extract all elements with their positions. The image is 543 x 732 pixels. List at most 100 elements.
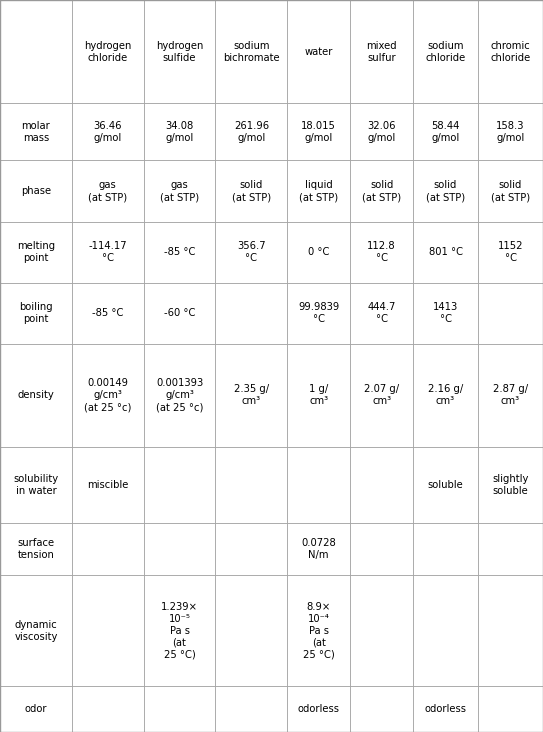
- Text: phase: phase: [21, 186, 51, 196]
- Bar: [143, 103, 216, 160]
- Bar: [478, 344, 543, 447]
- Text: 0.0728
N/m: 0.0728 N/m: [301, 538, 336, 561]
- Bar: [287, 447, 350, 523]
- Bar: [216, 160, 287, 222]
- Bar: [287, 0, 350, 103]
- Bar: [216, 222, 287, 283]
- Bar: [350, 523, 413, 575]
- Bar: [72, 283, 143, 344]
- Text: 99.9839
°C: 99.9839 °C: [298, 302, 339, 324]
- Bar: [0, 222, 72, 283]
- Bar: [350, 686, 413, 732]
- Bar: [287, 222, 350, 283]
- Text: miscible: miscible: [87, 480, 128, 490]
- Text: soluble: soluble: [428, 480, 463, 490]
- Text: dynamic
viscosity: dynamic viscosity: [14, 620, 58, 642]
- Bar: [350, 283, 413, 344]
- Text: -114.17
°C: -114.17 °C: [89, 241, 127, 263]
- Bar: [72, 222, 143, 283]
- Bar: [216, 575, 287, 686]
- Bar: [413, 344, 478, 447]
- Text: odorless: odorless: [425, 704, 466, 714]
- Bar: [0, 283, 72, 344]
- Bar: [287, 575, 350, 686]
- Text: molar
mass: molar mass: [22, 121, 50, 143]
- Text: 356.7
°C: 356.7 °C: [237, 241, 266, 263]
- Text: solid
(at STP): solid (at STP): [362, 180, 401, 202]
- Bar: [413, 575, 478, 686]
- Bar: [350, 160, 413, 222]
- Text: hydrogen
chloride: hydrogen chloride: [84, 40, 131, 62]
- Bar: [287, 686, 350, 732]
- Bar: [216, 523, 287, 575]
- Bar: [0, 447, 72, 523]
- Text: water: water: [305, 47, 333, 56]
- Bar: [350, 222, 413, 283]
- Bar: [216, 283, 287, 344]
- Text: 36.46
g/mol: 36.46 g/mol: [93, 121, 122, 143]
- Text: 0.00149
g/cm³
(at 25 °c): 0.00149 g/cm³ (at 25 °c): [84, 378, 131, 412]
- Text: mixed
sulfur: mixed sulfur: [367, 40, 397, 62]
- Bar: [478, 160, 543, 222]
- Text: 261.96
g/mol: 261.96 g/mol: [234, 121, 269, 143]
- Bar: [143, 686, 216, 732]
- Bar: [413, 222, 478, 283]
- Bar: [216, 686, 287, 732]
- Text: 1 g/
cm³: 1 g/ cm³: [309, 384, 329, 406]
- Bar: [478, 447, 543, 523]
- Text: 32.06
g/mol: 32.06 g/mol: [368, 121, 396, 143]
- Text: slightly
soluble: slightly soluble: [493, 474, 529, 496]
- Text: odorless: odorless: [298, 704, 340, 714]
- Bar: [350, 447, 413, 523]
- Text: sodium
chloride: sodium chloride: [425, 40, 466, 62]
- Text: melting
point: melting point: [17, 241, 55, 263]
- Bar: [287, 344, 350, 447]
- Bar: [350, 0, 413, 103]
- Bar: [143, 160, 216, 222]
- Text: 2.07 g/
cm³: 2.07 g/ cm³: [364, 384, 399, 406]
- Text: liquid
(at STP): liquid (at STP): [299, 180, 338, 202]
- Bar: [143, 0, 216, 103]
- Bar: [143, 222, 216, 283]
- Bar: [0, 160, 72, 222]
- Text: solubility
in water: solubility in water: [14, 474, 59, 496]
- Bar: [413, 447, 478, 523]
- Bar: [413, 0, 478, 103]
- Bar: [478, 222, 543, 283]
- Bar: [413, 283, 478, 344]
- Text: 1152
°C: 1152 °C: [498, 241, 523, 263]
- Text: 1.239×
10⁻⁵
Pa s
(at
25 °C): 1.239× 10⁻⁵ Pa s (at 25 °C): [161, 602, 198, 660]
- Bar: [413, 103, 478, 160]
- Bar: [287, 283, 350, 344]
- Text: odor: odor: [24, 704, 47, 714]
- Bar: [72, 523, 143, 575]
- Text: gas
(at STP): gas (at STP): [88, 180, 127, 202]
- Text: 0.001393
g/cm³
(at 25 °c): 0.001393 g/cm³ (at 25 °c): [156, 378, 203, 412]
- Bar: [413, 160, 478, 222]
- Text: 2.16 g/
cm³: 2.16 g/ cm³: [428, 384, 463, 406]
- Text: 34.08
g/mol: 34.08 g/mol: [166, 121, 194, 143]
- Bar: [0, 344, 72, 447]
- Text: solid
(at STP): solid (at STP): [491, 180, 530, 202]
- Bar: [478, 686, 543, 732]
- Text: 58.44
g/mol: 58.44 g/mol: [431, 121, 460, 143]
- Bar: [216, 447, 287, 523]
- Bar: [72, 103, 143, 160]
- Text: hydrogen
sulfide: hydrogen sulfide: [156, 40, 203, 62]
- Bar: [478, 0, 543, 103]
- Bar: [478, 575, 543, 686]
- Text: 18.015
g/mol: 18.015 g/mol: [301, 121, 336, 143]
- Bar: [143, 575, 216, 686]
- Bar: [72, 160, 143, 222]
- Text: chromic
chloride: chromic chloride: [490, 40, 531, 62]
- Bar: [0, 103, 72, 160]
- Bar: [72, 344, 143, 447]
- Text: solid
(at STP): solid (at STP): [426, 180, 465, 202]
- Bar: [143, 523, 216, 575]
- Bar: [350, 344, 413, 447]
- Text: -85 °C: -85 °C: [164, 247, 195, 257]
- Text: 8.9×
10⁻⁴
Pa s
(at
25 °C): 8.9× 10⁻⁴ Pa s (at 25 °C): [303, 602, 334, 660]
- Bar: [478, 103, 543, 160]
- Bar: [287, 523, 350, 575]
- Bar: [143, 447, 216, 523]
